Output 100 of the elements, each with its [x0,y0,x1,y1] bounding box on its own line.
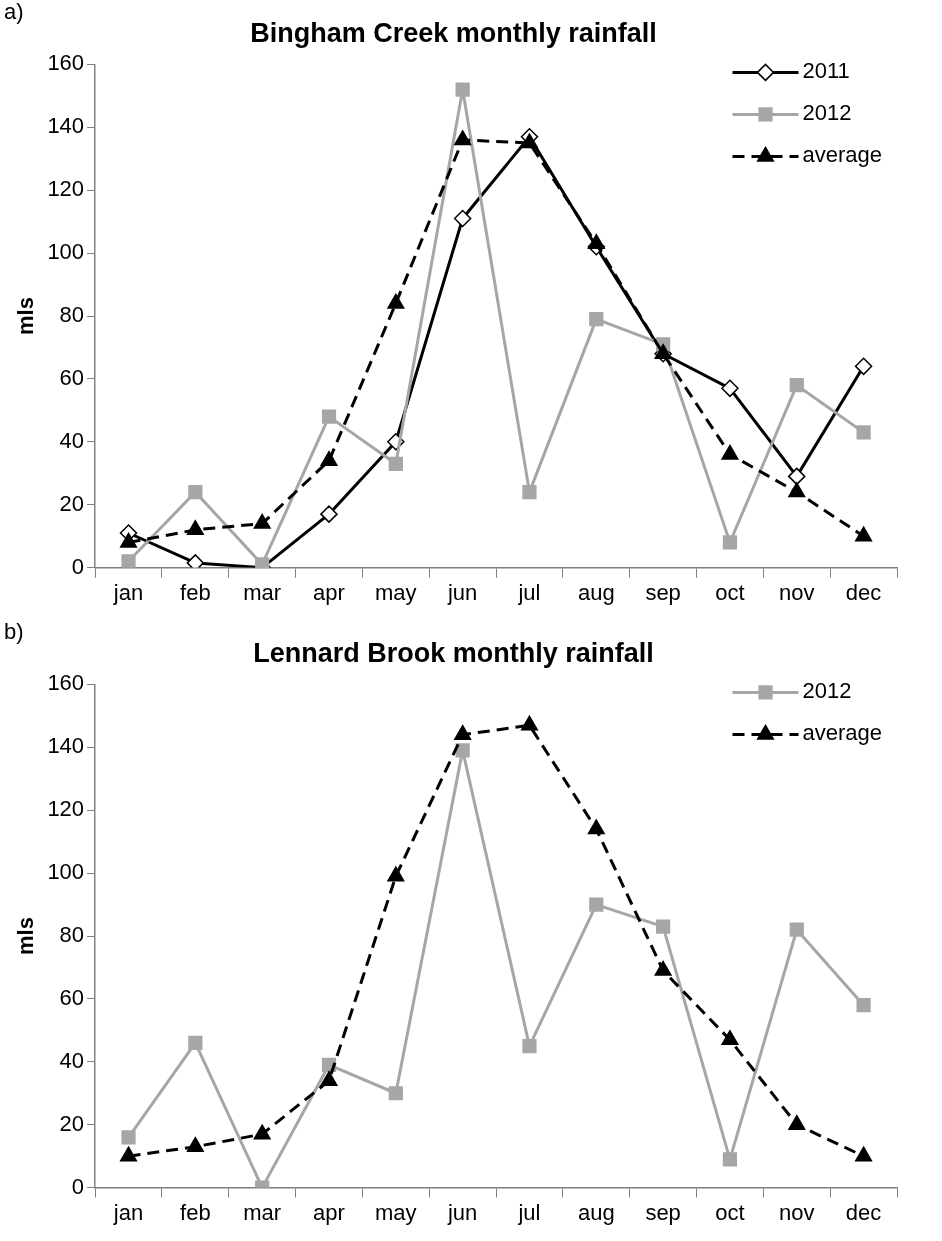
point [522,485,537,500]
point [453,209,472,228]
x-tick-label: mar [243,579,282,605]
point [788,482,806,498]
y-tick-label: 0 [71,553,85,579]
point [722,535,738,550]
x-tick-label: jan [112,1199,144,1225]
y-tick-label: 100 [47,239,85,265]
x-tick-label: nov [779,1199,815,1225]
x-tick-label: feb [180,1199,211,1225]
point [253,513,271,529]
y-axis-title: mls [13,297,39,335]
legend-label: average [802,720,883,746]
point [320,450,338,466]
point [520,715,539,731]
x-tick-label: oct [715,579,745,605]
y-tick-label: 100 [47,859,85,885]
point [656,919,671,934]
y-tick-label: 60 [59,364,85,390]
point [186,520,204,536]
point [186,554,205,568]
point [721,1030,739,1046]
y-tick-label: 20 [59,1110,85,1136]
y-tick-label: 40 [59,427,85,453]
y-tick-label: 140 [47,733,85,759]
point [186,1136,204,1152]
point [589,897,604,912]
y-tick-label: 40 [59,1047,85,1073]
x-tick-label: feb [180,579,211,605]
text: a) [4,0,24,25]
point [387,293,405,309]
legend-label: 2012 [802,678,852,704]
x-tick-label: sep [645,579,681,605]
point [654,960,672,976]
point [119,532,138,548]
point [789,922,804,937]
chart-title: Bingham Creek monthly rainfall [250,17,657,48]
y-tick-label: 140 [47,113,85,139]
legend-label: 2011 [802,58,850,84]
point [854,357,873,376]
point [788,1114,806,1130]
x-tick-label: dec [845,579,882,605]
point [722,1152,738,1167]
y-axis-title: mls [13,917,39,955]
x-tick-label: aug [577,579,615,605]
y-tick-label: 80 [59,922,85,948]
point [119,1146,138,1162]
point [455,82,470,97]
y-tick-label: 160 [47,50,85,76]
point [454,724,472,740]
x-tick-label: may [375,579,417,605]
point [856,998,871,1013]
point [455,743,470,758]
point [789,378,804,393]
y-tick-label: 120 [47,796,85,822]
x-tick-label: nov [779,579,815,605]
x-tick-label: jul [517,579,541,605]
x-tick-label: jun [446,579,478,605]
y-tick-label: 60 [59,984,85,1010]
point [587,819,605,835]
point [589,312,604,327]
x-tick-label: may [375,1199,417,1225]
x-tick-label: apr [313,1199,345,1225]
y-tick-label: 20 [59,490,85,516]
x-tick-label: aug [577,1199,615,1225]
point [188,485,203,500]
y-tick-label: 80 [59,302,85,328]
point [520,133,539,149]
point [855,526,873,542]
y-tick-label: 160 [47,670,85,696]
point [121,1130,136,1145]
point [388,1086,403,1101]
point [788,467,806,486]
text: b) [4,619,24,645]
point [387,866,405,882]
chart-title: Lennard Brook monthly rainfall [253,637,654,668]
x-tick-label: jan [112,579,144,605]
x-tick-label: apr [313,579,345,605]
point [188,1035,203,1051]
point [321,409,337,424]
point [121,554,136,568]
x-tick-label: oct [715,1199,745,1225]
x-tick-label: jun [446,1199,478,1225]
point [721,379,739,398]
point [721,444,739,460]
y-tick-label: 120 [47,176,85,202]
point [856,425,871,440]
point [454,130,472,146]
x-tick-label: mar [243,1199,282,1225]
point [855,1146,873,1162]
point [522,1038,537,1054]
x-tick-label: dec [845,1199,882,1225]
point [253,1124,271,1140]
legend-label: 2012 [802,100,852,126]
point [388,456,403,471]
legend-label: average [802,142,883,168]
y-tick-label: 0 [71,1173,85,1199]
x-tick-label: jul [517,1199,541,1225]
point [320,1070,338,1086]
x-tick-label: sep [645,1199,681,1225]
